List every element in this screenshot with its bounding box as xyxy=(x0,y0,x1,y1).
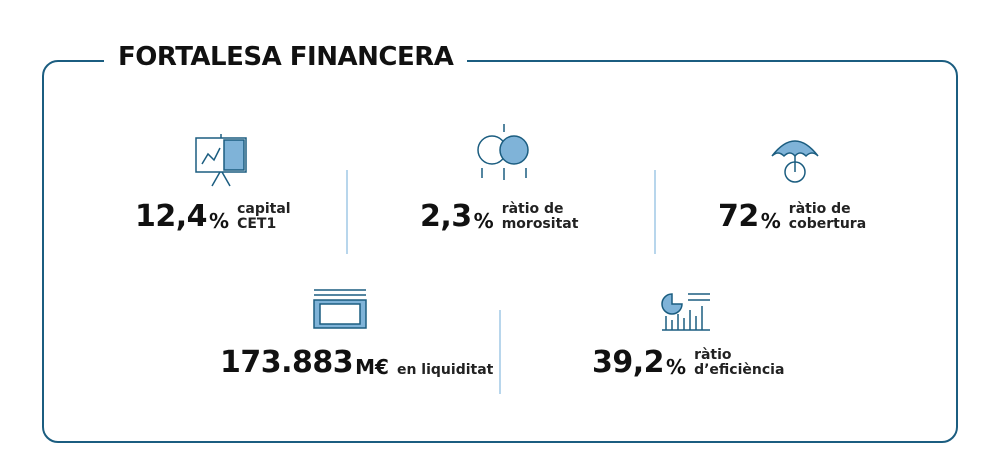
label-line: morositat xyxy=(501,216,579,232)
metric: 72% ràtio de cobertura xyxy=(718,199,866,234)
label-line: CET1 xyxy=(237,216,277,232)
icon-coins xyxy=(477,124,529,180)
label-line: en liquiditat xyxy=(396,362,494,378)
metric-label: en liquiditat xyxy=(397,363,493,378)
metric-unit: % xyxy=(209,209,230,233)
metric-unit: % xyxy=(666,355,687,379)
metric-value: 39,2 xyxy=(592,345,665,380)
metric-value: 72 xyxy=(718,199,759,234)
label-line: ràtio de xyxy=(788,201,851,217)
metric-unit: % xyxy=(760,209,781,233)
metric: 173.883 M€ en liquiditat xyxy=(220,345,493,380)
metric-unit: M€ xyxy=(355,355,389,379)
label-line: cobertura xyxy=(788,216,867,232)
icon-presentation xyxy=(195,134,247,187)
label-line: ràtio xyxy=(694,347,732,363)
label-line: d’eficiència xyxy=(694,362,785,378)
metric-value: 2,3 xyxy=(420,199,472,234)
metric-label: capital CET1 xyxy=(237,202,291,232)
title: FORTALESA FINANCERA xyxy=(104,42,468,72)
metric-value: 173.883 xyxy=(220,345,354,380)
icon-banknote xyxy=(313,289,367,329)
metric-label: ràtio de cobertura xyxy=(789,202,866,232)
metric: 12,4% capital CET1 xyxy=(135,199,291,234)
metric: 39,2% ràtio d’eficiència xyxy=(592,345,784,380)
label-line: capital xyxy=(237,201,291,217)
metric-label: ràtio de morositat xyxy=(502,202,579,232)
metric-value: 12,4 xyxy=(135,199,208,234)
divider xyxy=(654,170,656,254)
icon-chart xyxy=(661,293,710,331)
divider xyxy=(346,170,348,254)
metric-unit: % xyxy=(473,209,494,233)
icon-umbrella xyxy=(771,140,819,183)
metric-label: ràtio d’eficiència xyxy=(694,348,784,378)
label-line: ràtio de xyxy=(501,201,564,217)
divider xyxy=(499,310,501,394)
frame xyxy=(42,60,958,443)
metric: 2,3% ràtio de morositat xyxy=(420,199,579,234)
